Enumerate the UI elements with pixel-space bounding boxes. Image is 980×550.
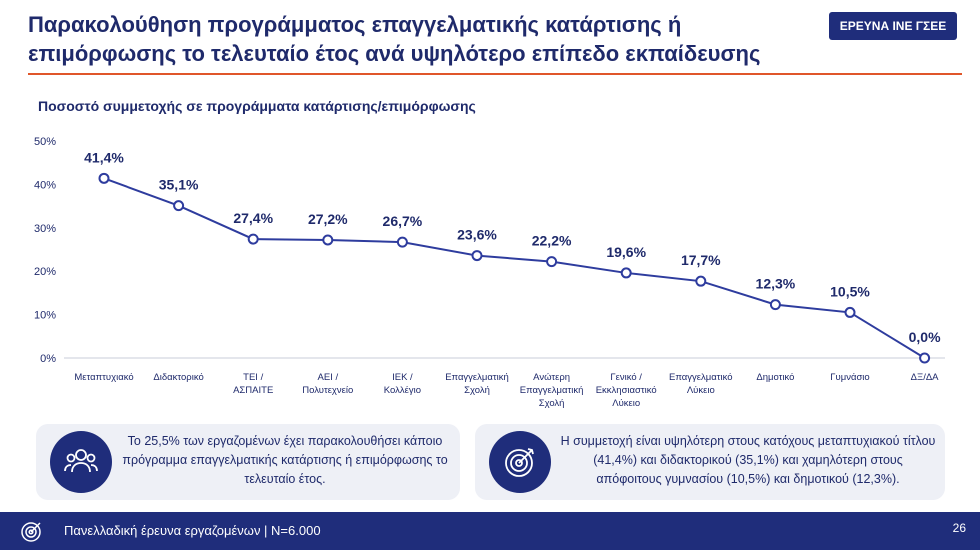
y-tick-label: 50% bbox=[34, 136, 56, 148]
data-label: 35,1% bbox=[159, 177, 199, 193]
data-label: 12,3% bbox=[756, 276, 796, 292]
x-tick-label: Μεταπτυχιακό bbox=[74, 372, 133, 383]
y-tick-label: 20% bbox=[34, 266, 56, 278]
x-tick-label: ΑΕΙ / Πολυτεχνείο bbox=[302, 372, 353, 396]
y-tick-label: 0% bbox=[40, 353, 56, 365]
data-point bbox=[769, 299, 781, 311]
data-point bbox=[471, 250, 483, 262]
x-tick-label: ΔΞ/ΔΑ bbox=[911, 372, 940, 383]
data-label: 41,4% bbox=[84, 149, 124, 165]
data-point bbox=[98, 172, 110, 184]
chart-title: Ποσοστό συμμετοχής σε προγράμματα κατάρτ… bbox=[38, 98, 476, 114]
data-point bbox=[919, 352, 931, 364]
x-tick-label: Γενικό / Εκκλησιαστικό Λύκειο bbox=[596, 372, 657, 409]
summary-text-participation: Το 25,5% των εργαζομένων έχει παρακολουθ… bbox=[122, 434, 448, 486]
data-point bbox=[620, 267, 632, 279]
people-icon bbox=[50, 431, 112, 493]
data-label: 17,7% bbox=[681, 252, 721, 268]
data-point bbox=[546, 256, 558, 268]
y-tick-label: 40% bbox=[34, 179, 56, 191]
data-label: 27,2% bbox=[308, 211, 348, 227]
data-point bbox=[844, 306, 856, 318]
footer-bar: Πανελλαδική έρευνα εργαζομένων | Ν=6.000… bbox=[0, 512, 980, 550]
data-label: 22,2% bbox=[532, 233, 572, 249]
y-tick-label: 10% bbox=[34, 310, 56, 322]
x-tick-label: Διδακτορικό bbox=[153, 372, 203, 383]
x-tick-label: Επαγγελματικό Λύκειο bbox=[669, 372, 732, 396]
data-label: 0,0% bbox=[909, 329, 941, 345]
x-tick-label: ΙΕΚ / Κολλέγιο bbox=[384, 372, 421, 396]
data-point bbox=[396, 236, 408, 248]
data-point bbox=[173, 200, 185, 212]
data-label: 10,5% bbox=[830, 283, 870, 299]
data-label: 23,6% bbox=[457, 227, 497, 243]
summary-text-education: Η συμμετοχή είναι υψηλότερη στους κατόχο… bbox=[560, 434, 936, 486]
x-tick-label: Επαγγελματική Σχολή bbox=[445, 372, 509, 396]
footer-survey-info: Πανελλαδική έρευνα εργαζομένων | Ν=6.000 bbox=[64, 523, 321, 538]
data-point bbox=[247, 233, 259, 245]
target-icon bbox=[21, 522, 41, 542]
x-tick-label: ΤΕΙ / ΑΣΠΑΙΤΕ bbox=[233, 372, 273, 396]
summary-card-participation: Το 25,5% των εργαζομένων έχει παρακολουθ… bbox=[36, 424, 460, 500]
line-chart: 0% 10% 20% 30% 40% 50% 41,4% 35,1% 27,4% 27,2% 26,… bbox=[34, 136, 945, 409]
summary-card-education: Η συμμετοχή είναι υψηλότερη στους κατόχο… bbox=[475, 424, 945, 500]
data-point bbox=[695, 275, 707, 287]
data-point bbox=[322, 234, 334, 246]
data-label: 26,7% bbox=[383, 213, 423, 229]
x-tick-label: Ανώτερη Επαγγελματική Σχολή bbox=[520, 372, 584, 409]
page-number: 26 bbox=[952, 521, 966, 535]
x-tick-label: Γυμνάσιο bbox=[830, 372, 869, 383]
data-label: 27,4% bbox=[233, 210, 273, 226]
data-label: 19,6% bbox=[606, 244, 646, 260]
page-title: Παρακολούθηση προγράμματος επαγγελματική… bbox=[28, 12, 761, 66]
series-line bbox=[103, 177, 926, 359]
title-divider bbox=[28, 73, 962, 75]
survey-badge: ΕΡΕΥΝΑ ΙΝΕ ΓΣΕΕ bbox=[829, 12, 957, 40]
y-tick-label: 30% bbox=[34, 223, 56, 235]
target-icon bbox=[489, 431, 551, 493]
x-tick-label: Δημοτικό bbox=[756, 372, 794, 383]
